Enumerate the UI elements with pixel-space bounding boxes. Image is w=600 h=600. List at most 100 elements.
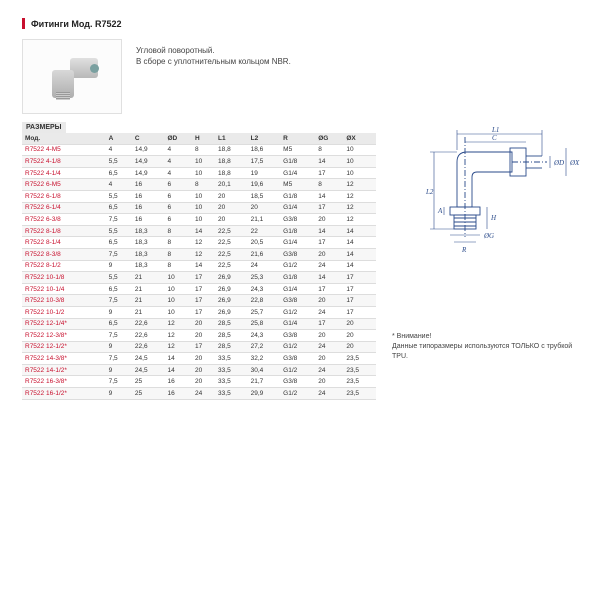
value-cell: 10 bbox=[192, 190, 215, 202]
value-cell: 20,5 bbox=[248, 237, 281, 249]
value-cell: 24,5 bbox=[132, 353, 165, 365]
col-header: ØD bbox=[164, 133, 191, 144]
sizes-label: РАЗМЕРЫ bbox=[22, 122, 66, 133]
value-cell: 7,5 bbox=[106, 248, 132, 260]
value-cell: 22,8 bbox=[248, 295, 281, 307]
value-cell: 14 bbox=[343, 237, 376, 249]
value-cell: G3/8 bbox=[280, 353, 315, 365]
svg-text:C: C bbox=[492, 134, 497, 142]
model-cell: R7522 4-M5 bbox=[22, 144, 106, 156]
value-cell: 6,5 bbox=[106, 202, 132, 214]
desc-line-2: В сборе с уплотнительным кольцом NBR. bbox=[136, 56, 291, 67]
model-cell: R7522 10-1/4 bbox=[22, 283, 106, 295]
value-cell: 12 bbox=[164, 318, 191, 330]
value-cell: 26,9 bbox=[215, 283, 248, 295]
value-cell: G1/8 bbox=[280, 272, 315, 284]
value-cell: 20 bbox=[343, 318, 376, 330]
model-cell: R7522 12-1/2* bbox=[22, 341, 106, 353]
footnote: * Внимание! Данные типоразмеры использую… bbox=[392, 332, 582, 361]
value-cell: 7,5 bbox=[106, 295, 132, 307]
value-cell: 28,5 bbox=[215, 341, 248, 353]
col-header: ØG bbox=[315, 133, 343, 144]
value-cell: 24 bbox=[315, 341, 343, 353]
table-row: R7522 16-3/8*7,525162033,521,7G3/82023,5 bbox=[22, 376, 376, 388]
value-cell: G1/2 bbox=[280, 388, 315, 400]
value-cell: 6 bbox=[164, 179, 191, 191]
value-cell: 18,3 bbox=[132, 225, 165, 237]
description: Угловой поворотный. В сборе с уплотнител… bbox=[136, 39, 291, 67]
value-cell: 25,7 bbox=[248, 306, 281, 318]
col-header: L1 bbox=[215, 133, 248, 144]
value-cell: 22 bbox=[248, 225, 281, 237]
value-cell: 26,9 bbox=[215, 295, 248, 307]
value-cell: 4 bbox=[164, 144, 191, 156]
value-cell: 20 bbox=[315, 214, 343, 226]
value-cell: G1/4 bbox=[280, 283, 315, 295]
value-cell: 8 bbox=[164, 260, 191, 272]
value-cell: 14 bbox=[192, 260, 215, 272]
model-cell: R7522 6-1/4 bbox=[22, 202, 106, 214]
note-body: Данные типоразмеры используются ТОЛЬКО с… bbox=[392, 342, 582, 362]
svg-text:R: R bbox=[461, 246, 467, 254]
model-cell: R7522 16-3/8* bbox=[22, 376, 106, 388]
value-cell: 22,5 bbox=[215, 225, 248, 237]
value-cell: 22,6 bbox=[132, 318, 165, 330]
value-cell: 6,5 bbox=[106, 283, 132, 295]
value-cell: 5,5 bbox=[106, 225, 132, 237]
page-title: Фитинги Мод. R7522 bbox=[31, 19, 121, 29]
table-row: R7522 10-1/46,521101726,924,3G1/41717 bbox=[22, 283, 376, 295]
value-cell: 16 bbox=[164, 376, 191, 388]
value-cell: 17,5 bbox=[248, 156, 281, 168]
sizes-table: Мод.ACØDHL1L2RØGØX R7522 4-M5414,94818,8… bbox=[22, 133, 376, 400]
value-cell: 17 bbox=[192, 272, 215, 284]
table-row: R7522 4-M5414,94818,818,6M5810 bbox=[22, 144, 376, 156]
value-cell: 20 bbox=[192, 353, 215, 365]
value-cell: 8 bbox=[315, 179, 343, 191]
table-row: R7522 12-1/2*922,6121728,527,2G1/22420 bbox=[22, 341, 376, 353]
value-cell: 28,5 bbox=[215, 330, 248, 342]
value-cell: 21,1 bbox=[248, 214, 281, 226]
value-cell: G1/4 bbox=[280, 167, 315, 179]
value-cell: 10 bbox=[164, 295, 191, 307]
table-row: R7522 10-1/85,521101726,925,3G1/81417 bbox=[22, 272, 376, 284]
model-cell: R7522 14-3/8* bbox=[22, 353, 106, 365]
value-cell: 21 bbox=[132, 272, 165, 284]
value-cell: 9 bbox=[106, 306, 132, 318]
value-cell: 7,5 bbox=[106, 353, 132, 365]
value-cell: 17 bbox=[192, 306, 215, 318]
svg-text:H: H bbox=[490, 214, 497, 222]
value-cell: 21 bbox=[132, 283, 165, 295]
note-title: * Внимание! bbox=[392, 332, 582, 342]
value-cell: 4 bbox=[164, 167, 191, 179]
value-cell: 9 bbox=[106, 388, 132, 400]
model-cell: R7522 4-1/4 bbox=[22, 167, 106, 179]
value-cell: 14,9 bbox=[132, 167, 165, 179]
table-row: R7522 12-1/4*6,522,6122028,525,8G1/41720 bbox=[22, 318, 376, 330]
value-cell: 28,5 bbox=[215, 318, 248, 330]
value-cell: 22,5 bbox=[215, 237, 248, 249]
value-cell: 17 bbox=[315, 202, 343, 214]
value-cell: 17 bbox=[192, 283, 215, 295]
value-cell: 21,6 bbox=[248, 248, 281, 260]
value-cell: 17 bbox=[315, 283, 343, 295]
table-row: R7522 16-1/2*925162433,529,9G1/22423,5 bbox=[22, 388, 376, 400]
value-cell: G3/8 bbox=[280, 248, 315, 260]
value-cell: 17 bbox=[315, 237, 343, 249]
value-cell: 6 bbox=[164, 214, 191, 226]
value-cell: 18,6 bbox=[248, 144, 281, 156]
value-cell: 20 bbox=[248, 202, 281, 214]
value-cell: 17 bbox=[343, 283, 376, 295]
value-cell: G1/8 bbox=[280, 225, 315, 237]
value-cell: 23,5 bbox=[343, 388, 376, 400]
value-cell: 10 bbox=[164, 283, 191, 295]
value-cell: 22,5 bbox=[215, 248, 248, 260]
value-cell: 17 bbox=[343, 272, 376, 284]
value-cell: 17 bbox=[192, 295, 215, 307]
value-cell: 4 bbox=[106, 144, 132, 156]
value-cell: 24 bbox=[315, 388, 343, 400]
value-cell: 33,5 bbox=[215, 388, 248, 400]
value-cell: 17 bbox=[192, 341, 215, 353]
value-cell: 6,5 bbox=[106, 167, 132, 179]
model-cell: R7522 10-3/8 bbox=[22, 295, 106, 307]
model-cell: R7522 16-1/2* bbox=[22, 388, 106, 400]
